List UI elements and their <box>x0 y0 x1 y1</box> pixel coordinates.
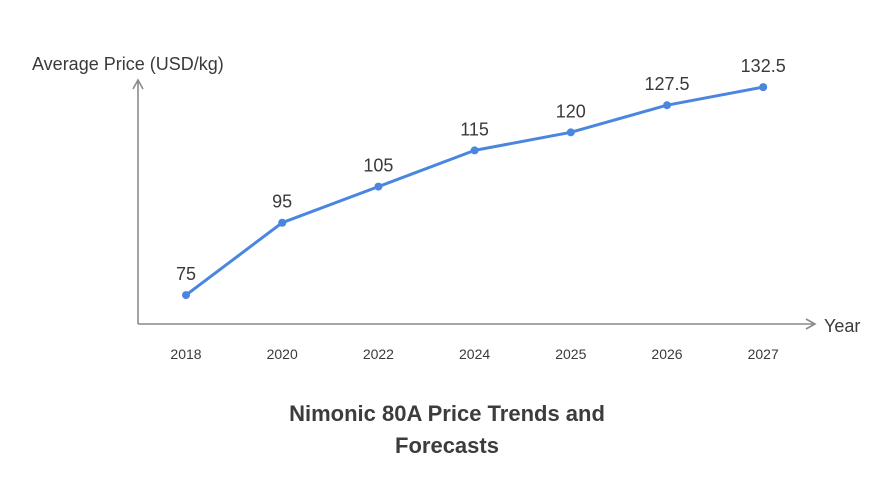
x-tick-labels: 2018 2020 2022 2024 2025 2026 2027 <box>170 346 779 362</box>
data-point <box>278 218 287 227</box>
data-labels: 75 95 105 115 120 127.5 132.5 <box>176 56 786 284</box>
data-label: 120 <box>556 101 586 121</box>
data-point <box>182 291 190 300</box>
data-point <box>663 101 671 110</box>
data-point <box>566 128 575 137</box>
x-tick-label: 2025 <box>555 346 586 362</box>
chart-title-line-1: Nimonic 80A Price Trends and <box>289 401 605 426</box>
data-label: 95 <box>272 192 292 212</box>
data-label: 127.5 <box>644 74 689 94</box>
chart-title-line-2: Forecasts <box>395 433 499 458</box>
x-tick-label: 2020 <box>267 346 298 362</box>
x-tick-label: 2027 <box>748 346 779 362</box>
data-point <box>470 146 479 155</box>
y-axis-title: Average Price (USD/kg) <box>32 54 224 74</box>
data-points <box>182 83 768 300</box>
data-point <box>374 182 383 191</box>
x-tick-label: 2018 <box>170 346 201 362</box>
x-tick-label: 2022 <box>363 346 394 362</box>
chart-title: Nimonic 80A Price Trends and Forecasts <box>0 398 894 462</box>
x-tick-label: 2026 <box>651 346 682 362</box>
x-axis-title: Year <box>824 316 860 336</box>
x-tick-label: 2024 <box>459 346 490 362</box>
line-chart: Average Price (USD/kg) Year 2018 2020 2022… <box>32 54 860 362</box>
data-label: 115 <box>460 119 489 139</box>
data-label: 105 <box>363 156 393 176</box>
data-label: 75 <box>176 264 196 284</box>
data-label: 132.5 <box>741 56 786 76</box>
data-point <box>759 83 768 92</box>
